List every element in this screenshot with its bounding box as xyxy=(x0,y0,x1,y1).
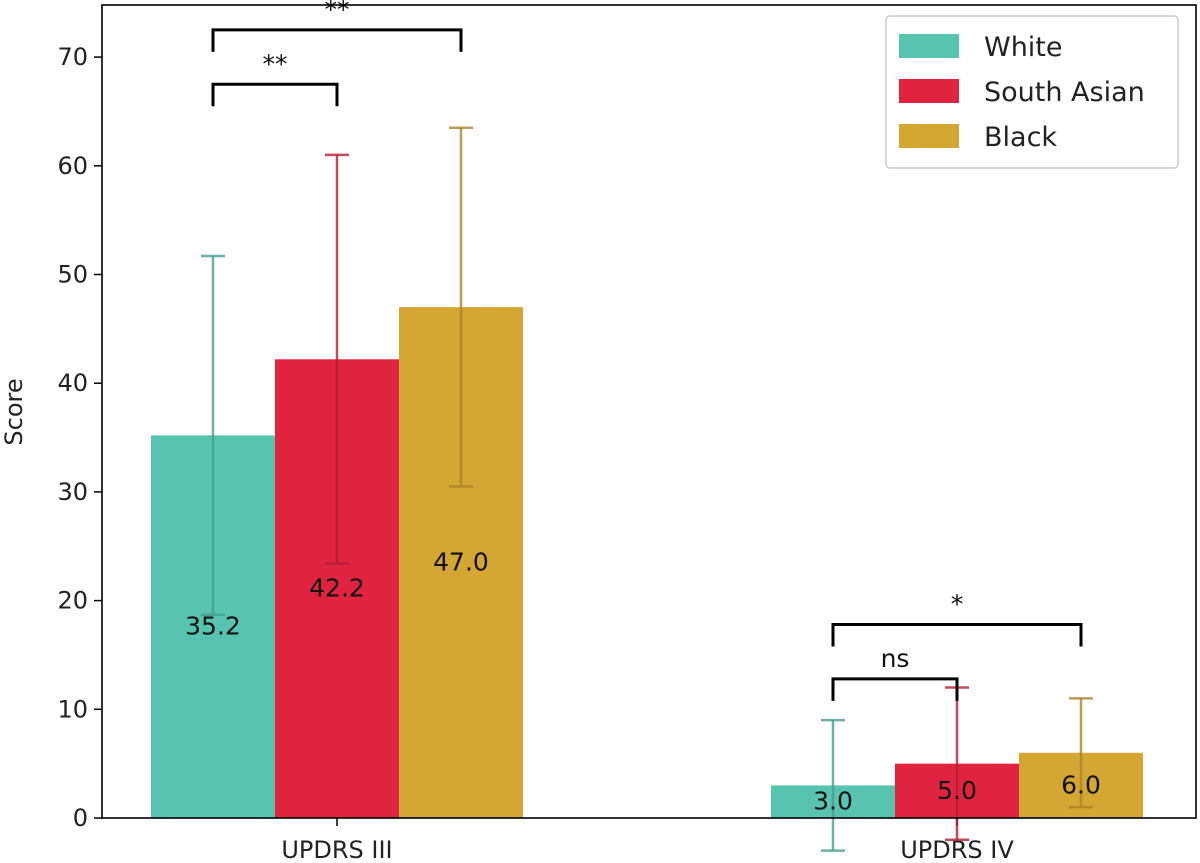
y-tick-label: 30 xyxy=(57,478,88,506)
legend-swatch xyxy=(899,79,959,103)
y-tick-label: 0 xyxy=(73,804,88,832)
y-tick-label: 70 xyxy=(57,43,88,71)
significance-bracket xyxy=(831,623,1083,647)
bar-value-label: 5.0 xyxy=(937,776,977,805)
significance-bracket xyxy=(211,82,339,107)
y-axis-title: Score xyxy=(0,378,28,445)
y-tick-label: 10 xyxy=(57,695,88,723)
significance-bracket xyxy=(211,28,463,52)
legend: White South Asian Black xyxy=(885,15,1179,169)
y-tick-label: 20 xyxy=(57,587,88,615)
legend-item-label: White xyxy=(984,32,1063,63)
significance-label: ** xyxy=(263,49,288,78)
bar-value-label: 47.0 xyxy=(433,548,489,577)
y-tick-label: 60 xyxy=(57,152,88,180)
x-tick-label: UPDRS III xyxy=(281,836,392,863)
legend-swatch xyxy=(899,124,959,148)
y-tick-label: 40 xyxy=(57,369,88,397)
legend-swatch xyxy=(899,34,959,58)
bar-value-label: 42.2 xyxy=(309,574,365,603)
y-tick-label: 50 xyxy=(57,261,88,289)
significance-label: ns xyxy=(881,644,910,673)
bar-value-label: 35.2 xyxy=(185,612,241,641)
legend-item-label: Black xyxy=(984,122,1057,153)
significance-bracket xyxy=(831,677,959,701)
bar-value-label: 3.0 xyxy=(813,787,853,816)
legend-item-label: South Asian xyxy=(984,77,1145,108)
bar-value-label: 6.0 xyxy=(1061,770,1101,799)
significance-label: * xyxy=(951,590,964,619)
plot-frame xyxy=(101,4,1197,819)
significance-label: ** xyxy=(325,0,350,24)
